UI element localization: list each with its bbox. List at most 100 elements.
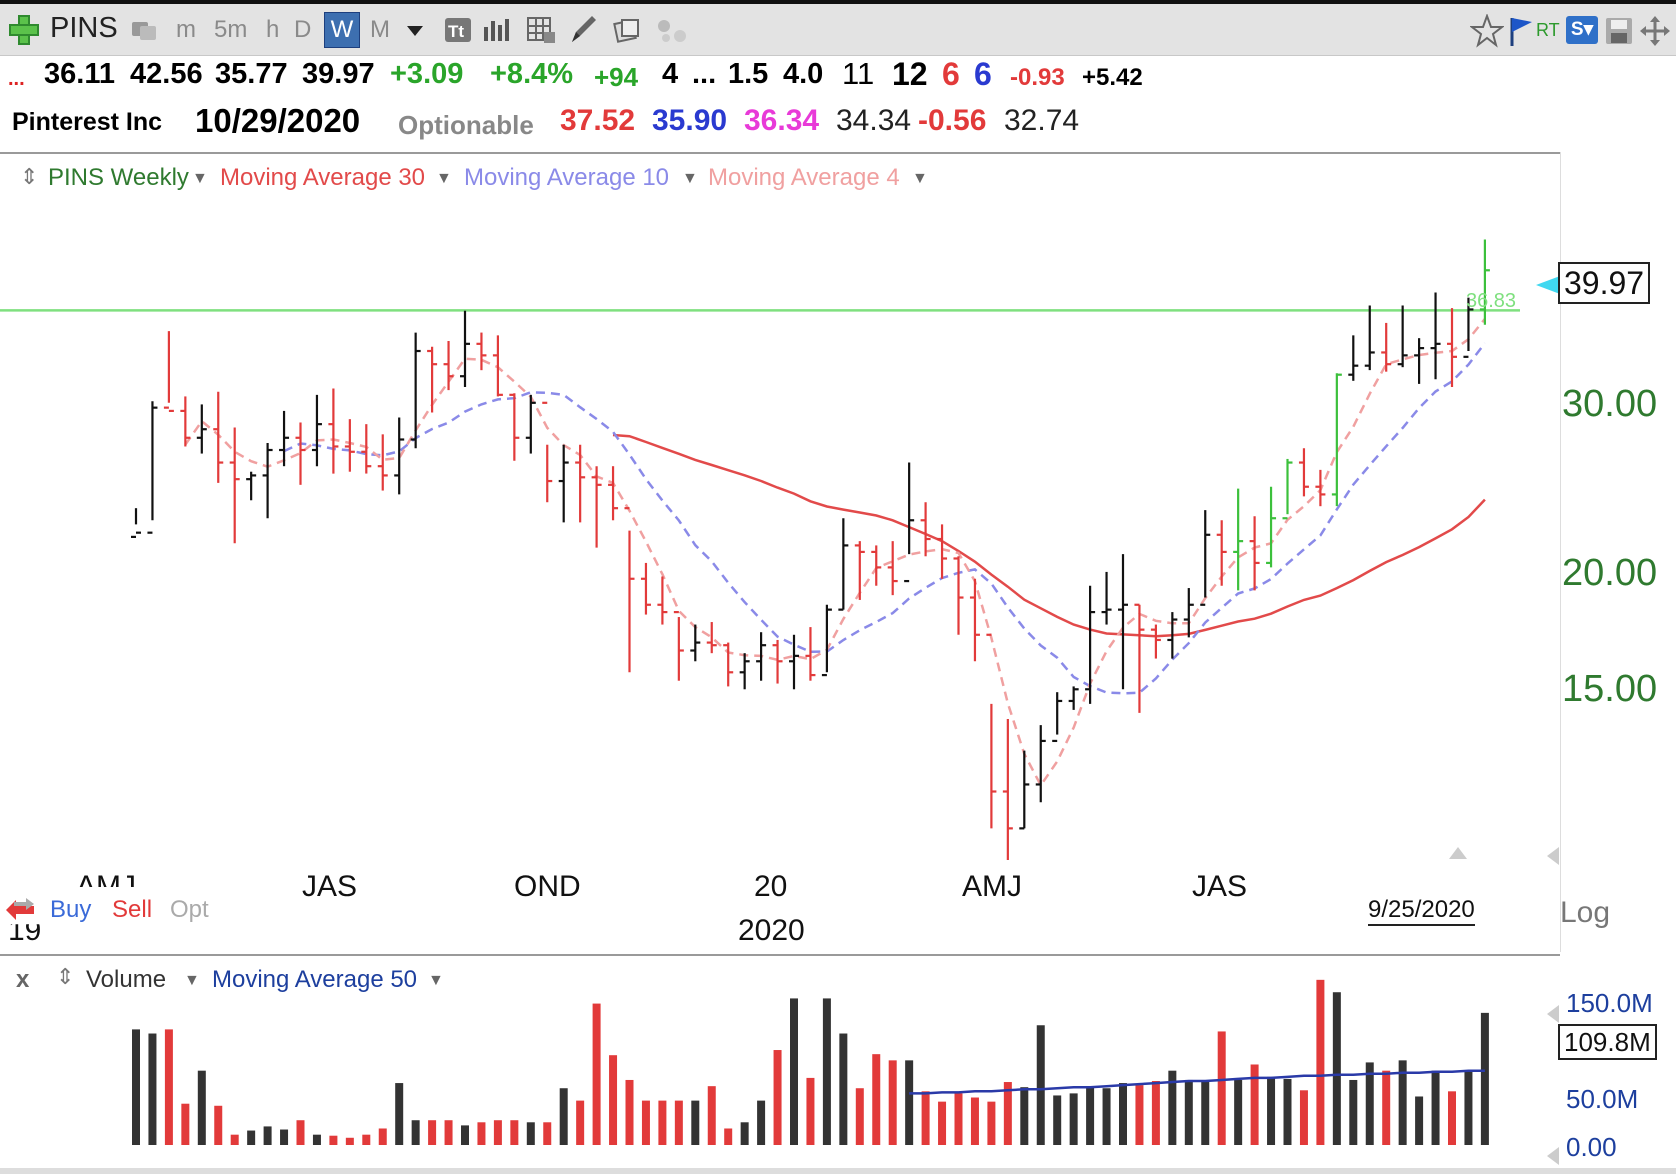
price-bar[interactable] xyxy=(1348,335,1359,381)
volume-bar[interactable] xyxy=(1086,1086,1095,1145)
volume-bar[interactable] xyxy=(230,1134,239,1145)
price-bar[interactable] xyxy=(163,331,174,413)
volume-bar[interactable] xyxy=(1069,1093,1078,1145)
price-bar[interactable] xyxy=(904,462,915,583)
volume-bar[interactable] xyxy=(707,1086,716,1145)
price-bar[interactable] xyxy=(1479,239,1490,325)
volume-title[interactable]: Volume xyxy=(86,966,167,993)
price-bar[interactable] xyxy=(196,404,207,454)
volume-bar[interactable] xyxy=(1119,1083,1127,1145)
share-icon[interactable] xyxy=(656,18,690,44)
sv-button[interactable]: S▾ xyxy=(1566,16,1598,44)
price-bar[interactable] xyxy=(394,417,405,495)
volume-scroll-up-icon[interactable] xyxy=(1546,1004,1560,1024)
price-bar[interactable] xyxy=(756,632,767,681)
price-bar[interactable] xyxy=(377,434,388,491)
volume-bar[interactable] xyxy=(625,1079,634,1145)
ma30-line[interactable] xyxy=(612,433,1486,638)
price-bar[interactable] xyxy=(986,633,997,829)
price-bar[interactable] xyxy=(509,393,520,461)
price-bar[interactable] xyxy=(805,627,816,681)
volume-bar[interactable] xyxy=(1250,1064,1259,1145)
price-bar[interactable] xyxy=(624,507,635,673)
volume-bar[interactable] xyxy=(1431,1070,1440,1145)
volume-bar[interactable] xyxy=(773,1050,782,1145)
volume-bar[interactable] xyxy=(954,1093,963,1145)
price-bar[interactable] xyxy=(361,424,372,474)
price-bar[interactable] xyxy=(1282,458,1293,520)
price-bar[interactable] xyxy=(1002,719,1013,860)
price-bar[interactable] xyxy=(1266,486,1277,568)
legend-ma30[interactable]: Moving Average 30 xyxy=(220,164,426,191)
price-chart[interactable] xyxy=(0,0,1560,880)
volume-bar[interactable] xyxy=(970,1097,979,1145)
price-bar[interactable] xyxy=(1068,686,1079,710)
price-bar[interactable] xyxy=(1414,338,1425,384)
price-bar[interactable] xyxy=(443,340,454,391)
volume-bar[interactable] xyxy=(444,1120,453,1145)
volume-bar[interactable] xyxy=(362,1134,371,1145)
add-icon[interactable] xyxy=(8,14,40,46)
price-bar[interactable] xyxy=(1118,554,1128,690)
price-bar[interactable] xyxy=(838,518,849,611)
volume-bar[interactable] xyxy=(477,1122,486,1145)
price-bar[interactable] xyxy=(608,466,619,521)
scroll-up-icon[interactable] xyxy=(1448,846,1468,860)
bottom-scrollbar[interactable] xyxy=(0,1168,1676,1174)
volume-bar[interactable] xyxy=(1448,1091,1456,1145)
price-bar[interactable] xyxy=(180,396,191,447)
volume-move-handle[interactable]: ⇕ xyxy=(56,964,75,989)
volume-bar[interactable] xyxy=(641,1100,650,1145)
volume-bar[interactable] xyxy=(296,1120,305,1145)
volume-bar[interactable] xyxy=(1267,1076,1276,1145)
price-bar[interactable] xyxy=(525,394,536,454)
volume-bar[interactable] xyxy=(1020,1087,1029,1145)
volume-bar[interactable] xyxy=(1036,1025,1045,1145)
volume-bar[interactable] xyxy=(609,1055,618,1145)
price-bar[interactable] xyxy=(147,401,158,534)
sell-button[interactable]: Sell xyxy=(112,896,153,923)
price-bar[interactable] xyxy=(690,624,701,662)
price-bar[interactable] xyxy=(1430,292,1441,380)
price-bar[interactable] xyxy=(657,576,668,625)
price-bar[interactable] xyxy=(1101,571,1112,625)
buy-button[interactable]: Buy xyxy=(50,896,92,923)
volume-bar[interactable] xyxy=(1299,1090,1308,1145)
legend-main[interactable]: PINS Weekly xyxy=(48,164,189,191)
volume-bar[interactable] xyxy=(905,1060,914,1145)
volume-bar[interactable] xyxy=(724,1128,733,1145)
volume-bar[interactable] xyxy=(510,1120,519,1145)
price-bar[interactable] xyxy=(1085,585,1096,704)
chevron-down-icon[interactable] xyxy=(406,24,424,38)
volume-bar[interactable] xyxy=(938,1101,947,1145)
trade-arrows-icon[interactable] xyxy=(4,896,36,920)
price-bar[interactable] xyxy=(1331,373,1342,507)
price-bar[interactable] xyxy=(1052,692,1063,743)
price-bar[interactable] xyxy=(1035,725,1046,803)
grid-settings-icon[interactable] xyxy=(526,16,556,44)
price-bar[interactable] xyxy=(1233,488,1244,591)
volume-bar[interactable] xyxy=(1332,992,1341,1145)
volume-bar[interactable] xyxy=(921,1091,930,1145)
price-bar[interactable] xyxy=(1397,305,1408,368)
volume-bar[interactable] xyxy=(1234,1079,1243,1145)
price-bar[interactable] xyxy=(723,642,734,687)
price-bar[interactable] xyxy=(591,466,602,548)
price-bar[interactable] xyxy=(821,604,832,677)
bar-style-icon[interactable] xyxy=(482,17,512,43)
rt-indicator[interactable]: RT xyxy=(1536,20,1560,40)
price-bar[interactable] xyxy=(887,541,898,596)
legend-ma30-dropdown[interactable]: ▼ xyxy=(436,170,452,187)
volume-bar[interactable] xyxy=(378,1128,387,1145)
volume-bar[interactable] xyxy=(1053,1095,1062,1145)
price-bar[interactable] xyxy=(1463,297,1474,358)
price-bar[interactable] xyxy=(460,310,470,387)
interval-d[interactable]: D xyxy=(294,16,312,43)
volume-bar[interactable] xyxy=(132,1029,140,1145)
price-bar[interactable] xyxy=(279,410,290,467)
price-bar[interactable] xyxy=(410,332,421,449)
volume-bar[interactable] xyxy=(312,1134,321,1145)
volume-bar[interactable] xyxy=(526,1122,535,1145)
volume-bar[interactable] xyxy=(461,1125,469,1145)
price-bar[interactable] xyxy=(1249,516,1260,591)
